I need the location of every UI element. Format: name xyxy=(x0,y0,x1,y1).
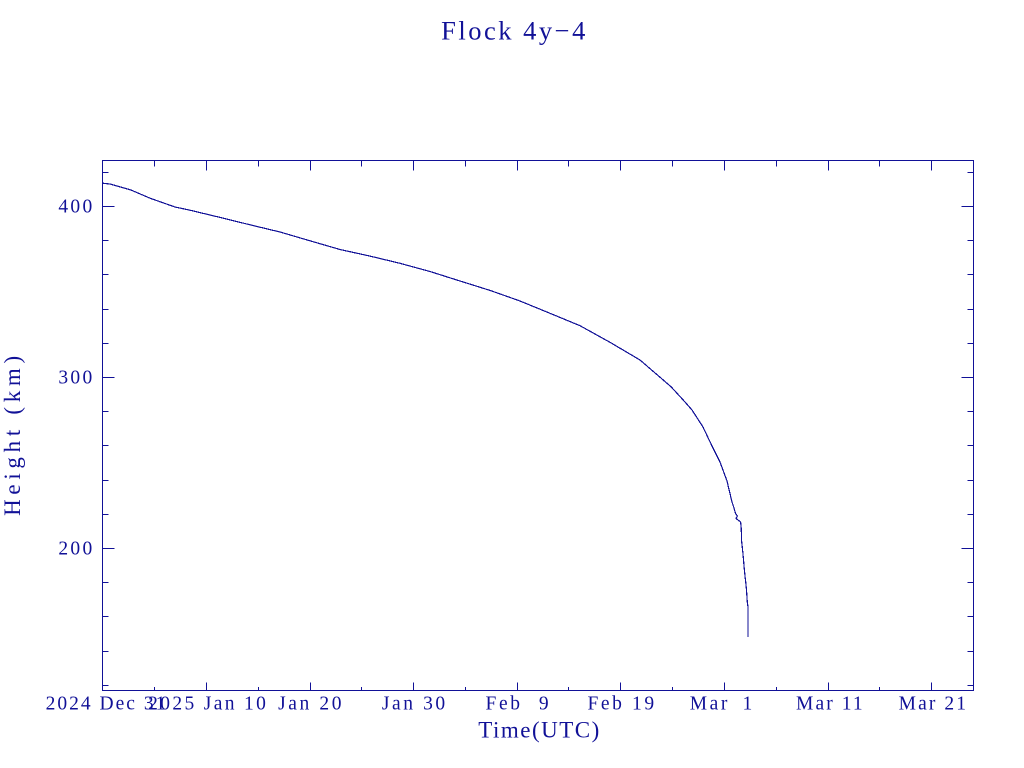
svg-text:Jan 30: Jan 30 xyxy=(382,694,448,715)
svg-text:400: 400 xyxy=(58,196,94,217)
svg-text:Feb 19: Feb 19 xyxy=(587,694,656,715)
svg-text:Jan 20: Jan 20 xyxy=(278,694,344,715)
svg-text:2025 Jan 10: 2025 Jan 10 xyxy=(148,694,268,715)
svg-text:2024 Dec 31: 2024 Dec 31 xyxy=(46,694,168,715)
svg-text:Time(UTC): Time(UTC) xyxy=(478,718,601,743)
svg-text:Mar 11: Mar 11 xyxy=(796,694,865,715)
svg-text:Feb 9: Feb 9 xyxy=(486,694,552,715)
svg-text:Height (km): Height (km) xyxy=(0,351,25,516)
svg-text:200: 200 xyxy=(58,538,94,559)
svg-text:Flock 4y−4: Flock 4y−4 xyxy=(441,16,588,46)
svg-text:300: 300 xyxy=(58,367,94,388)
svg-text:Mar 1: Mar 1 xyxy=(690,694,755,715)
svg-text:Mar 21: Mar 21 xyxy=(899,694,968,715)
